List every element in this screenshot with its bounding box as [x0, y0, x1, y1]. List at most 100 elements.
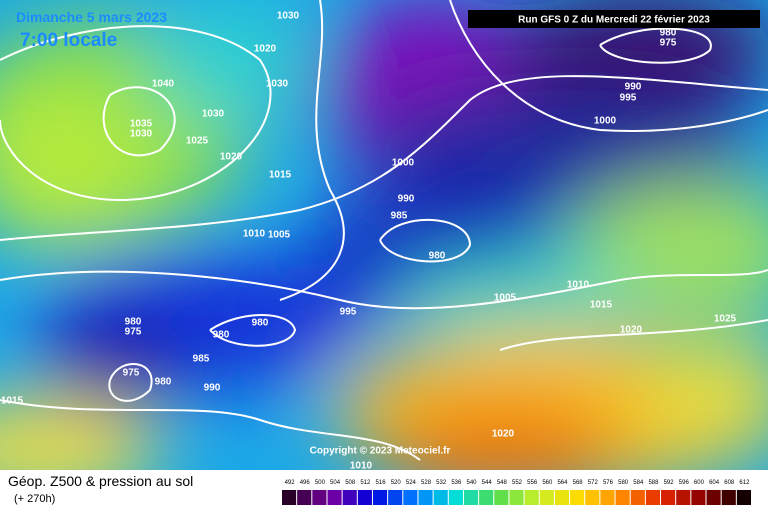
colorbar-swatch — [630, 490, 645, 505]
colorbar-label: 572 — [588, 480, 599, 486]
copyright: Copyright © 2023 Meteociel.fr — [310, 446, 451, 457]
isobar-label: 1030 — [202, 109, 225, 120]
isobar-label: 985 — [193, 354, 210, 365]
colorbar-swatch — [645, 490, 661, 505]
isobar-label: 1010 — [243, 229, 266, 240]
colorbar-swatch — [706, 490, 721, 505]
colorbar-label: 516 — [376, 480, 387, 486]
colorbar-label: 608 — [724, 480, 735, 486]
isobar-label: 1010 — [567, 280, 590, 291]
colorbar-swatch — [691, 490, 706, 505]
isobar-label: 1000 — [392, 158, 415, 169]
isobar-label: 1040 — [152, 79, 175, 90]
colorbar-swatch — [736, 490, 751, 505]
isobar-label: 1030 — [266, 79, 289, 90]
colorbar-label: 592 — [664, 480, 675, 486]
colorbar-swatch — [615, 490, 630, 505]
colorbar-swatch — [342, 490, 357, 505]
isobar-label: 1035 — [130, 119, 153, 130]
colorbar-swatch — [554, 490, 570, 505]
colorbar-label: 528 — [421, 480, 432, 486]
isobar-label: 995 — [620, 93, 637, 104]
isobar-label: 980 — [429, 251, 446, 262]
colorbar-label: 584 — [633, 480, 644, 486]
isobar-label: 1025 — [714, 314, 737, 325]
colorbar-label: 556 — [527, 480, 538, 486]
colorbar-label: 508 — [345, 480, 356, 486]
colorbar-swatch — [372, 490, 388, 505]
colorbar-label: 500 — [315, 480, 326, 486]
colorbar-swatch — [600, 490, 615, 505]
colorbar-label: 512 — [360, 480, 371, 486]
colorbar-label: 600 — [694, 480, 705, 486]
colorbar-swatch — [433, 490, 448, 505]
colorbar-label: 580 — [618, 480, 629, 486]
isobar-label: 985 — [391, 211, 408, 222]
isobar-label: 990 — [625, 82, 642, 93]
isobar-label: 1010 — [350, 461, 373, 472]
colorbar-swatch — [539, 490, 554, 505]
isobar-label: 990 — [204, 383, 221, 394]
colorbar-swatch — [418, 490, 433, 505]
colorbar-swatch — [357, 490, 372, 505]
run-info: Run GFS 0 Z du Mercredi 22 février 2023 — [518, 15, 710, 26]
isobar-label: 975 — [123, 368, 140, 379]
isobar-label: 1000 — [594, 116, 617, 127]
colorbar-swatch — [282, 490, 297, 505]
isobar-label: 1005 — [494, 293, 517, 304]
isobar-label: 980 — [660, 28, 677, 39]
isobar-label: 995 — [340, 307, 357, 318]
colorbar-swatch — [524, 490, 539, 505]
colorbar-swatch — [327, 490, 342, 505]
valid-date: Dimanche 5 mars 2023 — [16, 9, 167, 25]
colorbar-label: 548 — [497, 480, 508, 486]
colorbar-label: 544 — [482, 480, 493, 486]
isobar-label: 1030 — [277, 11, 300, 22]
colorbar-label: 520 — [391, 480, 402, 486]
colorbar-swatch — [585, 490, 600, 505]
colorbar-swatch — [509, 490, 524, 505]
colorbar-swatch — [479, 490, 494, 505]
colorbar-swatch — [403, 490, 418, 505]
valid-time: 7:00 locale — [20, 30, 117, 51]
colorbar-label: 504 — [330, 480, 341, 486]
colorbar-swatch — [312, 490, 327, 505]
isobar-label: 980 — [155, 377, 172, 388]
colorbar-swatch — [721, 490, 736, 505]
colorbar-swatch — [297, 490, 312, 505]
isobar-label: 1030 — [130, 129, 153, 140]
colorbar-label: 524 — [406, 480, 417, 486]
isobar-label: 1020 — [492, 429, 515, 440]
isobar-label: 1015 — [1, 396, 24, 407]
isobar-label: 1020 — [620, 325, 643, 336]
colorbar-label: 552 — [512, 480, 523, 486]
isobar-label: 980 — [252, 318, 269, 329]
colorbar-label: 532 — [436, 480, 447, 486]
colorbar-swatch — [661, 490, 676, 505]
lead-time: (+ 270h) — [14, 493, 55, 505]
colorbar-label: 588 — [648, 480, 659, 486]
colorbar-swatch — [463, 490, 479, 505]
colorbar-swatch — [676, 490, 691, 505]
colorbar-label: 568 — [573, 480, 584, 486]
colorbar-swatch — [570, 490, 585, 505]
isobar-label: 1015 — [269, 170, 292, 181]
colorbar-label: 596 — [679, 480, 690, 486]
colorbar-label: 604 — [709, 480, 720, 486]
isobar-label: 1005 — [268, 230, 291, 241]
colorbar-label: 492 — [285, 480, 296, 486]
isobar-label: 1015 — [590, 300, 613, 311]
colorbar-swatch — [448, 490, 463, 505]
colorbar-label: 496 — [300, 480, 311, 486]
colorbar-swatch — [494, 490, 509, 505]
isobar-label: 980 — [125, 317, 142, 328]
colorbar-label: 540 — [467, 480, 478, 486]
colorbar-label: 560 — [542, 480, 553, 486]
colorbar-label: 536 — [451, 480, 462, 486]
footer-title: Géop. Z500 & pression au sol — [8, 473, 193, 489]
isobar-label: 1020 — [220, 152, 243, 163]
isobar-label: 975 — [660, 38, 677, 49]
